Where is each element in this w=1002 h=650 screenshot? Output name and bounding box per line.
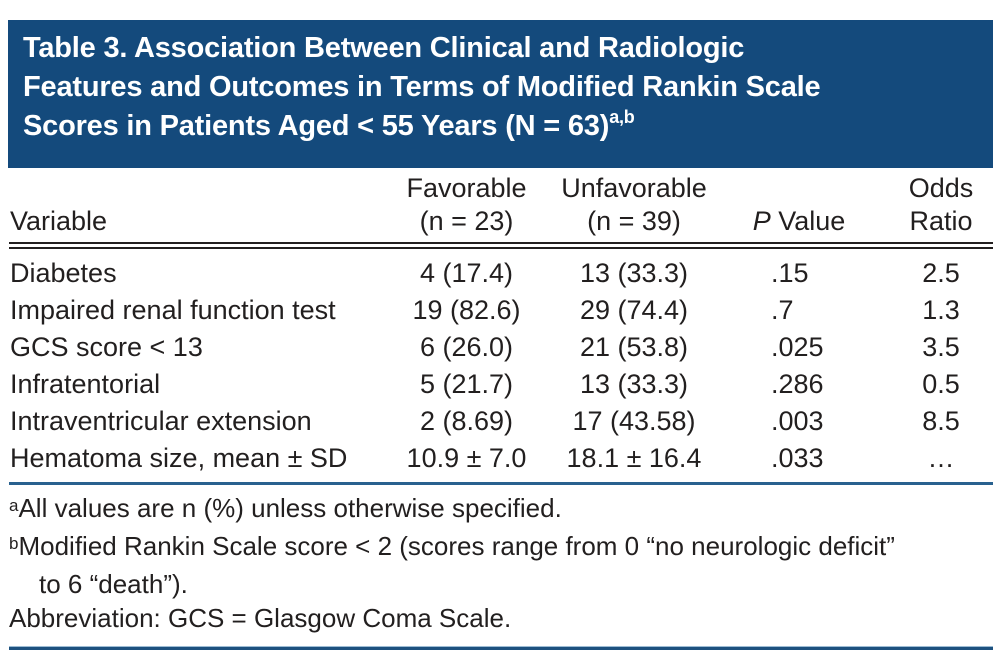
cell-unfavorable: 18.1 ± 16.4 xyxy=(559,440,709,485)
cell-odds-ratio: 1.3 xyxy=(922,295,960,325)
cell-variable: Diabetes xyxy=(10,258,117,288)
cell-p-value: .033 xyxy=(709,440,889,485)
cell-unfavorable: 13 (33.3) xyxy=(579,258,689,288)
cell-favorable: 2 (8.69) xyxy=(419,406,514,436)
table-header-row: Variable Favorable (n = 23) Unfavorable … xyxy=(9,172,993,249)
table-row-diabetes: Diabetes 4 (17.4) 13 (33.3) .15 2.5 xyxy=(9,246,993,293)
p-value-italic-p: P xyxy=(752,206,771,236)
table-row-impaired-renal: Impaired renal function test 19 (82.6) 2… xyxy=(9,292,993,329)
table-footnotes: aAll values are n (%) unless otherwise s… xyxy=(9,491,993,635)
cell-p-value: .7 xyxy=(771,295,794,325)
table-header: Variable Favorable (n = 23) Unfavorable … xyxy=(9,172,993,249)
table-title-footnote-marker: a,b xyxy=(609,107,635,128)
cell-favorable: 19 (82.6) xyxy=(412,295,521,325)
footnote-a-text: All values are n (%) unless otherwise sp… xyxy=(18,493,562,523)
cell-favorable: 4 (17.4) xyxy=(419,258,514,288)
cell-p-value: .286 xyxy=(771,369,824,399)
column-header-favorable: Favorable (n = 23) xyxy=(374,172,559,249)
footnote-b: bModified Rankin Scale score < 2 (scores… xyxy=(9,529,905,601)
table-title-line-3-text: Scores in Patients Aged < 55 Years (N = … xyxy=(23,110,610,142)
table-body: Diabetes 4 (17.4) 13 (33.3) .15 2.5 Impa… xyxy=(9,246,993,485)
cell-favorable: 10.9 ± 7.0 xyxy=(374,440,559,485)
table-row-gcs-score: GCS score < 13 6 (26.0) 21 (53.8) .025 3… xyxy=(9,329,993,366)
table-title-line-1: Table 3. Association Between Clinical an… xyxy=(23,32,745,64)
cell-p-value: .15 xyxy=(771,258,809,288)
outcomes-table: Variable Favorable (n = 23) Unfavorable … xyxy=(9,172,993,485)
footnote-b-marker: b xyxy=(9,533,19,553)
table-title-line-2: Features and Outcomes in Terms of Modifi… xyxy=(23,71,821,103)
table-title-line-3: Scores in Patients Aged < 55 Years (N = … xyxy=(23,107,977,146)
cell-odds-ratio: 0.5 xyxy=(922,369,960,399)
cell-variable: Infratentorial xyxy=(10,369,161,399)
cell-variable: Intraventricular extension xyxy=(10,406,312,436)
cell-favorable: 5 (21.7) xyxy=(419,369,514,399)
cell-variable: Impaired renal function test xyxy=(10,295,336,325)
cell-unfavorable: 21 (53.8) xyxy=(579,332,689,362)
column-header-p-value: P Value xyxy=(709,172,889,249)
cell-unfavorable: 13 (33.3) xyxy=(579,369,689,399)
footnote-a: aAll values are n (%) unless otherwise s… xyxy=(9,491,993,529)
table-row-hematoma-size: Hematoma size, mean ± SD 10.9 ± 7.0 18.1… xyxy=(9,440,993,485)
column-header-variable: Variable xyxy=(9,172,374,249)
table-row-intraventricular: Intraventricular extension 2 (8.69) 17 (… xyxy=(9,403,993,440)
table-title-banner: Table 3. Association Between Clinical an… xyxy=(8,20,993,168)
column-header-odds-ratio: Odds Ratio xyxy=(889,172,993,249)
cell-variable: Hematoma size, mean ± SD xyxy=(9,440,374,485)
cell-unfavorable: 29 (74.4) xyxy=(579,295,689,325)
bottom-divider-rule xyxy=(9,646,993,650)
cell-unfavorable: 17 (43.58) xyxy=(572,406,696,436)
footnote-abbreviation: Abbreviation: GCS = Glasgow Coma Scale. xyxy=(9,603,512,633)
cell-p-value: .025 xyxy=(771,332,824,362)
cell-favorable: 6 (26.0) xyxy=(419,332,514,362)
column-header-unfavorable: Unfavorable (n = 39) xyxy=(559,172,709,249)
footnote-a-marker: a xyxy=(9,495,19,515)
cell-odds-ratio: 3.5 xyxy=(922,332,960,362)
cell-odds-ratio: 8.5 xyxy=(922,406,960,436)
footnote-b-text: Modified Rankin Scale score < 2 (scores … xyxy=(18,531,895,599)
cell-variable: GCS score < 13 xyxy=(10,332,203,362)
cell-odds-ratio: 2.5 xyxy=(922,258,960,288)
table-row-infratentorial: Infratentorial 5 (21.7) 13 (33.3) .286 0… xyxy=(9,366,993,403)
cell-p-value: .003 xyxy=(771,406,824,436)
cell-odds-ratio: … xyxy=(889,440,993,485)
